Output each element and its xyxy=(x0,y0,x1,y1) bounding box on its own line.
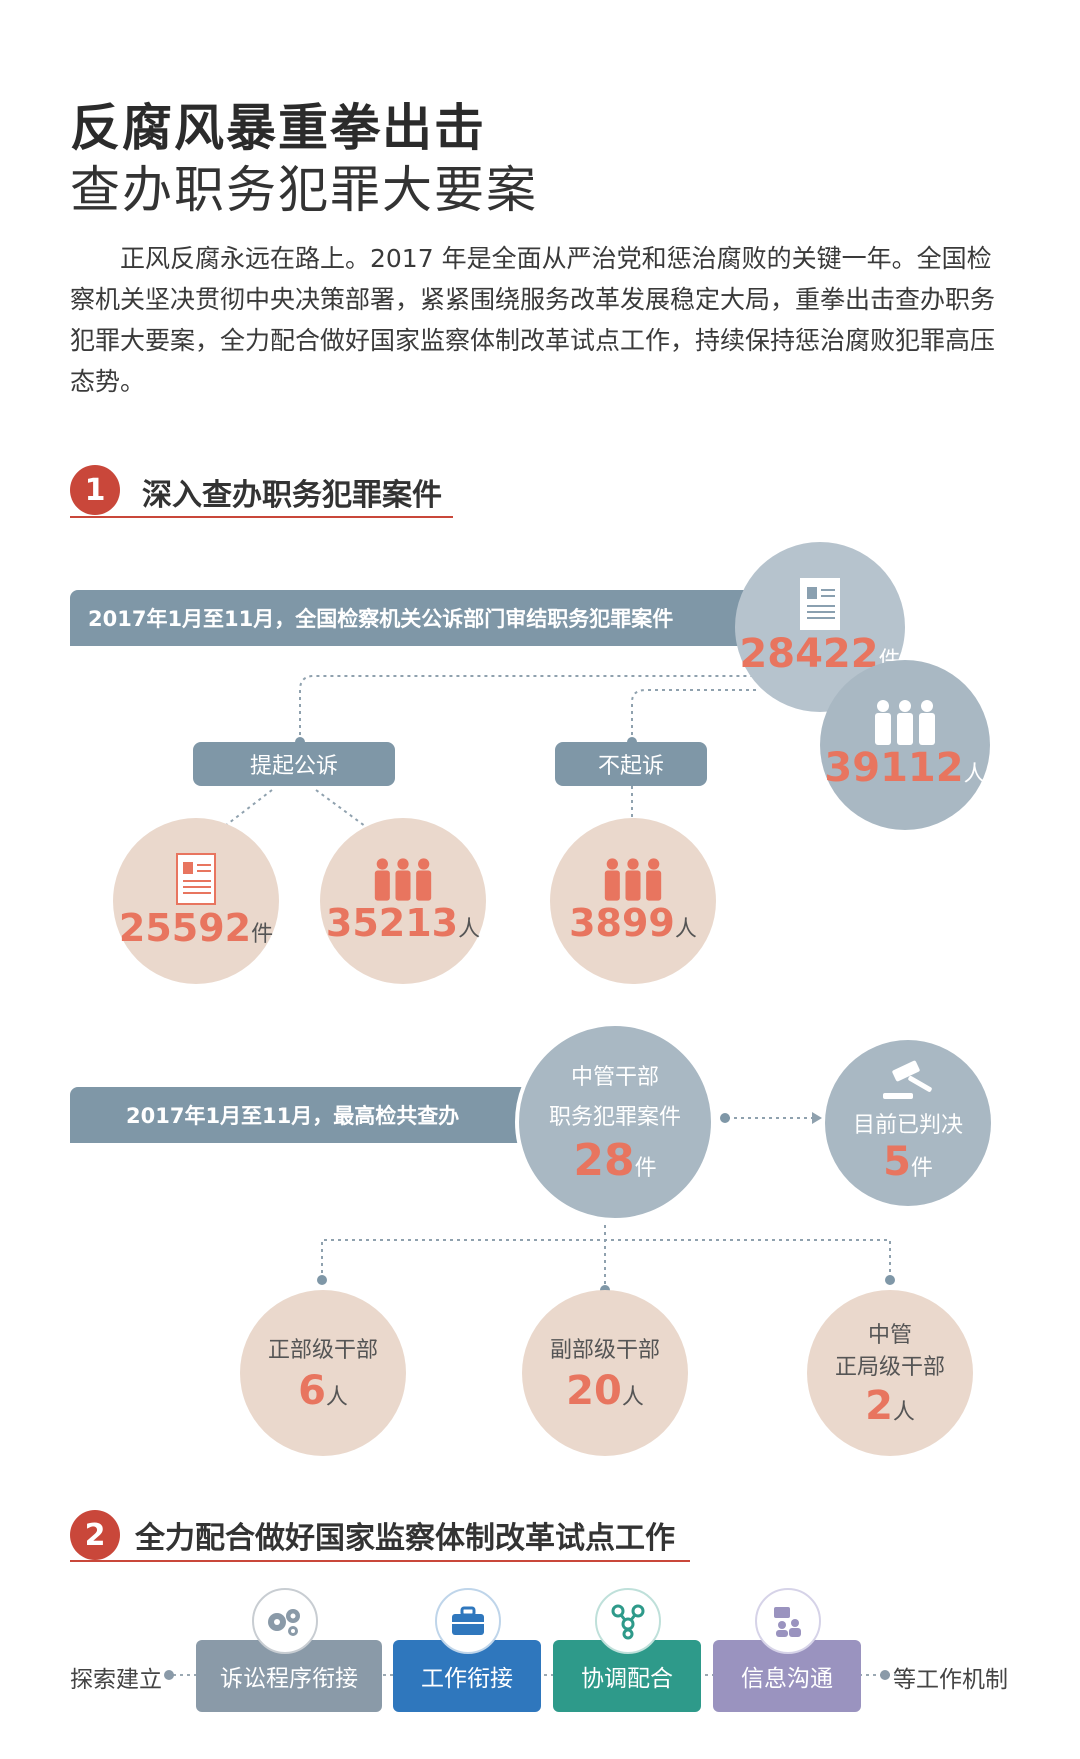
connector-dot xyxy=(317,1275,327,1285)
rank-bureau-label-line2: 正局级干部 xyxy=(834,1355,945,1380)
connector-dot xyxy=(164,1670,174,1680)
rank-bureau-label-line1: 中管 xyxy=(867,1323,912,1348)
prosecuted-people-circle: 35213人 xyxy=(320,818,486,984)
connector-dot xyxy=(885,1275,895,1285)
rank-bureau-circle: 中管 正局级干部 2人 xyxy=(807,1290,973,1456)
rank-vice-minister-label: 副部级干部 xyxy=(549,1338,660,1363)
section-2-title: 全力配合做好国家监察体制改革试点工作 xyxy=(135,1521,675,1556)
total-people-unit: 人 xyxy=(963,762,986,787)
rank-bureau-unit: 人 xyxy=(892,1400,915,1425)
rank-minister-unit: 人 xyxy=(325,1385,348,1410)
banner-annual-cases: 2017年1月至11月，全国检察机关公诉部门审结职务犯罪案件 xyxy=(70,590,750,646)
rank-bureau-value: 2 xyxy=(865,1383,893,1429)
central-cadre-unit: 件 xyxy=(634,1155,657,1181)
people-icon xyxy=(374,858,432,901)
not-prosecuted-pill: 不起诉 xyxy=(555,742,707,786)
section-1-title: 深入查办职务犯罪案件 xyxy=(142,478,442,513)
total-people-circle: 39112人 xyxy=(820,660,990,830)
central-cadre-value: 28 xyxy=(573,1134,635,1186)
gears-icon xyxy=(252,1588,318,1654)
section-1-number: 1 xyxy=(70,465,120,515)
section-1-underline xyxy=(70,516,453,518)
network-icon xyxy=(595,1588,661,1654)
prosecuted-people-value: 35213 xyxy=(325,901,459,945)
chat-people-icon xyxy=(755,1588,821,1654)
mechanism-prefix: 探索建立 xyxy=(70,1667,162,1693)
total-people-value: 39112 xyxy=(824,745,964,791)
prosecuted-people-unit: 人 xyxy=(458,917,481,942)
people-icon xyxy=(604,858,662,901)
document-icon xyxy=(800,578,840,630)
rank-minister-label: 正部级干部 xyxy=(267,1338,378,1363)
gavel-icon xyxy=(883,1060,932,1099)
central-cadre-line1: 中管干部 xyxy=(570,1064,659,1090)
central-cadre-circle: 中管干部 职务犯罪案件 28件 xyxy=(515,1022,715,1222)
connector-dot xyxy=(720,1113,730,1123)
section-2-number: 2 xyxy=(70,1510,120,1560)
banner-spp-cases: 2017年1月至11月，最高检共查办 xyxy=(70,1087,550,1143)
page-subtitle: 查办职务犯罪大要案 xyxy=(70,161,538,219)
rank-minister-value: 6 xyxy=(298,1368,326,1414)
not-prosecuted-people-value: 3899 xyxy=(569,901,675,945)
judged-label: 目前已判决 xyxy=(852,1113,963,1138)
prosecuted-cases-circle: 25592件 xyxy=(113,818,279,984)
central-cadre-line2: 职务犯罪案件 xyxy=(548,1104,681,1130)
not-prosecuted-people-circle: 3899人 xyxy=(550,818,716,984)
not-prosecuted-people-unit: 人 xyxy=(674,917,697,942)
connector-dot xyxy=(880,1670,890,1680)
rank-vice-minister-circle: 副部级干部 20人 xyxy=(522,1290,688,1456)
rank-vice-minister-unit: 人 xyxy=(621,1385,644,1410)
prosecuted-cases-value: 25592 xyxy=(118,906,252,950)
mechanism-litigation: 诉讼程序衔接 xyxy=(196,1640,382,1712)
total-cases-value: 28422 xyxy=(739,631,879,677)
prosecuted-pill: 提起公诉 xyxy=(193,742,395,786)
rank-vice-minister-value: 20 xyxy=(566,1368,622,1414)
intro-paragraph: 正风反腐永远在路上。2017 年是全面从严治党和惩治腐败的关键一年。全国检察机关… xyxy=(70,244,996,396)
judged-circle: 目前已判决 5件 xyxy=(825,1040,991,1206)
people-icon xyxy=(875,700,935,745)
judged-unit: 件 xyxy=(910,1156,933,1181)
document-icon xyxy=(176,853,216,905)
section-2-underline xyxy=(70,1560,690,1562)
rank-minister-circle: 正部级干部 6人 xyxy=(240,1290,406,1456)
page-title: 反腐风暴重拳出击 xyxy=(70,99,486,157)
judged-value: 5 xyxy=(883,1139,911,1185)
prosecuted-cases-unit: 件 xyxy=(251,922,274,947)
briefcase-icon xyxy=(435,1588,501,1654)
mechanism-suffix: 等工作机制 xyxy=(893,1667,1008,1693)
